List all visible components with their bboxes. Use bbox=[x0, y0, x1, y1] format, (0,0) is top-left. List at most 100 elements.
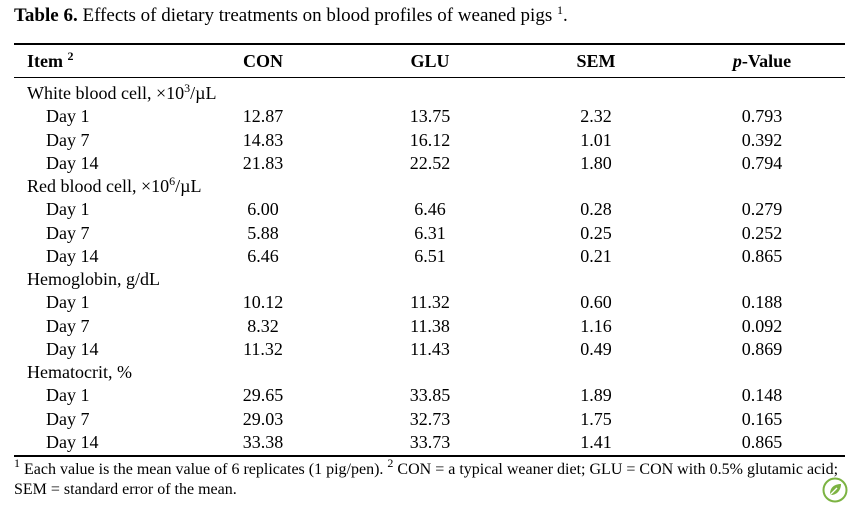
cell-glu: 33.85 bbox=[409, 385, 451, 406]
header-rule bbox=[14, 77, 845, 78]
row-day-label: Day 7 bbox=[46, 408, 90, 429]
group-label-unit: /µL bbox=[190, 83, 217, 103]
table-label: Table 6. bbox=[14, 5, 78, 26]
caption-text: Effects of dietary treatments on blood p… bbox=[77, 5, 557, 26]
table-row: Day 7 29.03 32.73 1.75 0.165 bbox=[0, 408, 855, 431]
row-day-label: Day 14 bbox=[46, 338, 99, 359]
cell-con: 12.87 bbox=[242, 106, 284, 127]
cell-p: 0.165 bbox=[741, 408, 783, 429]
group-label-text: Hemoglobin, g/dL bbox=[27, 269, 160, 289]
top-rule bbox=[14, 43, 845, 45]
cell-p: 0.188 bbox=[741, 292, 783, 313]
table-row: Day 7 5.88 6.31 0.25 0.252 bbox=[0, 222, 855, 245]
group-row: Hemoglobin, g/dL bbox=[0, 268, 855, 291]
group-label-unit: /µL bbox=[175, 176, 202, 196]
header-glu: GLU bbox=[410, 51, 450, 71]
cell-glu: 6.31 bbox=[414, 222, 446, 243]
group-row: Hematocrit, % bbox=[0, 361, 855, 384]
group-row: Red blood cell, ×106/µL bbox=[0, 175, 855, 198]
cell-glu: 33.73 bbox=[409, 431, 451, 452]
cell-con: 8.32 bbox=[247, 315, 279, 336]
group-row: White blood cell, ×103/µL bbox=[0, 82, 855, 105]
row-day-label: Day 7 bbox=[46, 315, 90, 336]
row-day-label: Day 7 bbox=[46, 129, 90, 150]
table-row: Day 14 21.83 22.52 1.80 0.794 bbox=[0, 152, 855, 175]
table-caption: Table 6. Effects of dietary treatments o… bbox=[14, 4, 568, 28]
leaf-badge-icon bbox=[822, 477, 848, 503]
cell-glu: 32.73 bbox=[409, 408, 451, 429]
footnote-1-text: Each value is the mean value of 6 replic… bbox=[20, 461, 388, 478]
group-label-text: Hematocrit, % bbox=[27, 362, 132, 382]
cell-sem: 0.60 bbox=[580, 292, 612, 313]
row-day-label: Day 1 bbox=[46, 292, 90, 313]
cell-glu: 11.32 bbox=[410, 292, 450, 313]
group-label-exponent: 3 bbox=[184, 81, 191, 95]
footnote-2-marker: 2 bbox=[387, 456, 394, 470]
cell-p: 0.794 bbox=[741, 152, 783, 173]
row-day-label: Day 7 bbox=[46, 222, 90, 243]
cell-con: 11.32 bbox=[243, 338, 283, 359]
header-item: Item 2 bbox=[27, 49, 73, 73]
header-con: CON bbox=[243, 51, 283, 71]
cell-con: 33.38 bbox=[242, 431, 284, 452]
cell-p: 0.793 bbox=[741, 106, 783, 127]
cell-glu: 11.43 bbox=[410, 338, 450, 359]
header-p-italic: p bbox=[732, 51, 742, 71]
row-day-label: Day 1 bbox=[46, 106, 90, 127]
table-row: Day 14 11.32 11.43 0.49 0.869 bbox=[0, 338, 855, 361]
cell-sem: 2.32 bbox=[580, 106, 612, 127]
table-row: Day 1 29.65 33.85 1.89 0.148 bbox=[0, 384, 855, 407]
cell-con: 21.83 bbox=[242, 152, 284, 173]
cell-sem: 1.41 bbox=[580, 431, 612, 452]
group-label: Red blood cell, ×106/µL bbox=[27, 175, 202, 198]
header-p-value: p-Value bbox=[733, 49, 791, 73]
header-p-rest: -Value bbox=[741, 51, 792, 71]
table-row: Day 1 10.12 11.32 0.60 0.188 bbox=[0, 291, 855, 314]
bottom-rule bbox=[14, 455, 845, 457]
group-label: White blood cell, ×103/µL bbox=[27, 82, 217, 105]
table-row: Day 14 6.46 6.51 0.21 0.865 bbox=[0, 245, 855, 268]
footnote-1-marker: 1 bbox=[14, 456, 20, 470]
cell-sem: 0.28 bbox=[580, 199, 612, 220]
caption-footnote-ref: 1 bbox=[556, 3, 563, 17]
cell-p: 0.392 bbox=[741, 129, 783, 150]
cell-p: 0.865 bbox=[741, 431, 783, 452]
cell-p: 0.148 bbox=[741, 385, 783, 406]
group-label-text: Red blood cell, ×10 bbox=[27, 176, 170, 196]
group-label: Hematocrit, % bbox=[27, 361, 132, 384]
row-day-label: Day 1 bbox=[46, 199, 90, 220]
cell-con: 29.65 bbox=[242, 385, 284, 406]
cell-glu: 22.52 bbox=[409, 152, 451, 173]
cell-sem: 1.89 bbox=[580, 385, 612, 406]
table-row: Day 7 14.83 16.12 1.01 0.392 bbox=[0, 129, 855, 152]
cell-sem: 0.21 bbox=[580, 245, 612, 266]
cell-p: 0.865 bbox=[741, 245, 783, 266]
cell-con: 10.12 bbox=[242, 292, 284, 313]
cell-glu: 6.51 bbox=[414, 245, 446, 266]
table-footnote: 1 Each value is the mean value of 6 repl… bbox=[14, 457, 849, 500]
cell-sem: 1.01 bbox=[580, 129, 612, 150]
cell-p: 0.092 bbox=[741, 315, 783, 336]
cell-sem: 1.16 bbox=[580, 315, 612, 336]
header-item-footnote-ref: 2 bbox=[67, 49, 74, 63]
row-day-label: Day 14 bbox=[46, 245, 99, 266]
caption-end: . bbox=[562, 5, 568, 26]
cell-sem: 0.49 bbox=[580, 338, 612, 359]
cell-con: 6.46 bbox=[247, 245, 279, 266]
table-row: Day 14 33.38 33.73 1.41 0.865 bbox=[0, 431, 855, 454]
cell-glu: 16.12 bbox=[409, 129, 451, 150]
row-day-label: Day 14 bbox=[46, 431, 99, 452]
cell-sem: 0.25 bbox=[580, 222, 612, 243]
footnote-2-text: CON = a typical weaner diet; GLU = CON w… bbox=[14, 461, 839, 498]
cell-sem: 1.75 bbox=[580, 408, 612, 429]
cell-glu: 11.38 bbox=[410, 315, 450, 336]
header-sem: SEM bbox=[576, 51, 616, 71]
cell-p: 0.279 bbox=[741, 199, 783, 220]
row-day-label: Day 1 bbox=[46, 385, 90, 406]
table-row: Day 7 8.32 11.38 1.16 0.092 bbox=[0, 315, 855, 338]
cell-sem: 1.80 bbox=[580, 152, 612, 173]
cell-p: 0.252 bbox=[741, 222, 783, 243]
row-day-label: Day 14 bbox=[46, 152, 99, 173]
group-label-exponent: 6 bbox=[169, 174, 176, 188]
cell-con: 6.00 bbox=[247, 199, 279, 220]
